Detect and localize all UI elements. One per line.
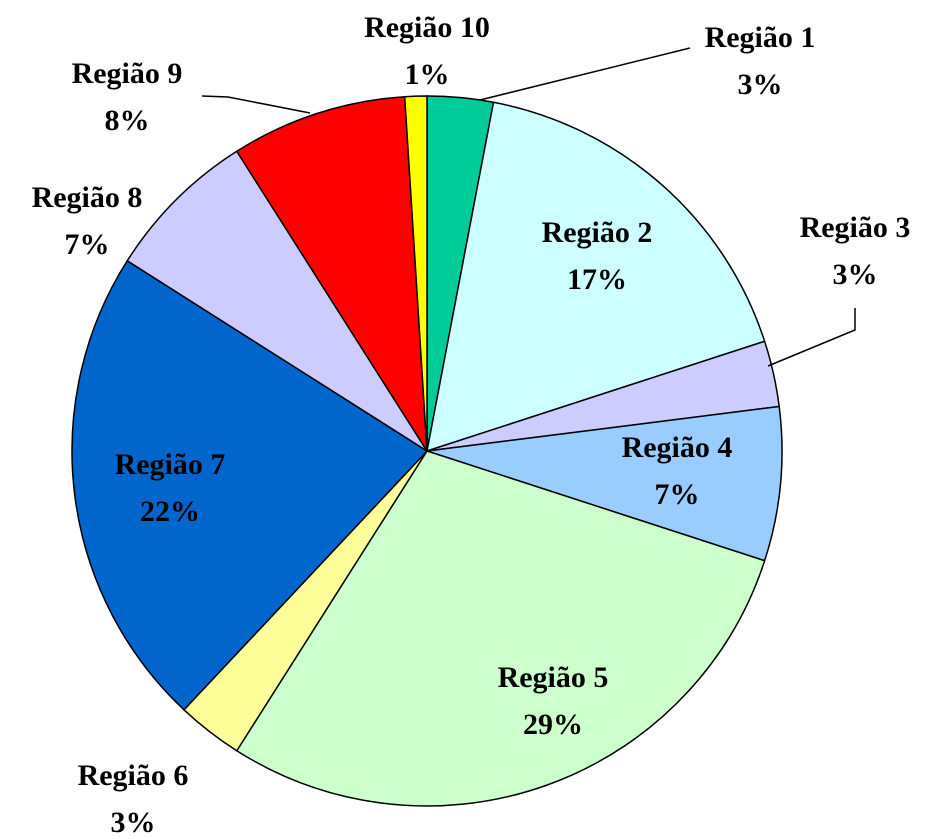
pie-slice bbox=[71, 259, 429, 711]
category-label: Região 1 bbox=[705, 21, 816, 54]
value-label: 3% bbox=[111, 806, 156, 839]
value-label: 3% bbox=[738, 68, 783, 101]
pie bbox=[71, 95, 783, 807]
value-label: 7% bbox=[655, 478, 700, 511]
category-label: Região 9 bbox=[72, 57, 183, 90]
category-label: Região 8 bbox=[32, 181, 143, 214]
pie-slice bbox=[403, 95, 428, 452]
value-label: 22% bbox=[140, 495, 200, 528]
value-label: 7% bbox=[65, 228, 110, 261]
leader-line bbox=[201, 95, 311, 114]
category-label: Região 5 bbox=[498, 661, 609, 694]
labels: Região 1 3% Região 2 17% Região 3 3% Região 4 7… bbox=[32, 11, 911, 839]
leader-line bbox=[767, 308, 856, 367]
category-label: Região 10 bbox=[364, 11, 490, 44]
value-label: 17% bbox=[567, 263, 627, 296]
category-label: Região 2 bbox=[542, 216, 653, 249]
pie-slice bbox=[235, 450, 766, 807]
category-label: Região 4 bbox=[622, 431, 733, 464]
pie-slice bbox=[426, 405, 783, 562]
value-label: 3% bbox=[833, 258, 878, 291]
pie-slice bbox=[426, 101, 766, 453]
category-label: Região 3 bbox=[800, 211, 911, 244]
leader-line bbox=[479, 47, 691, 101]
category-label: Região 6 bbox=[78, 759, 189, 792]
value-label: 29% bbox=[523, 708, 583, 741]
value-label: 8% bbox=[105, 104, 150, 137]
pie-slice bbox=[126, 150, 428, 452]
category-label: Região 7 bbox=[115, 448, 226, 481]
value-label: 1% bbox=[405, 58, 450, 91]
pie-slice bbox=[235, 95, 428, 452]
